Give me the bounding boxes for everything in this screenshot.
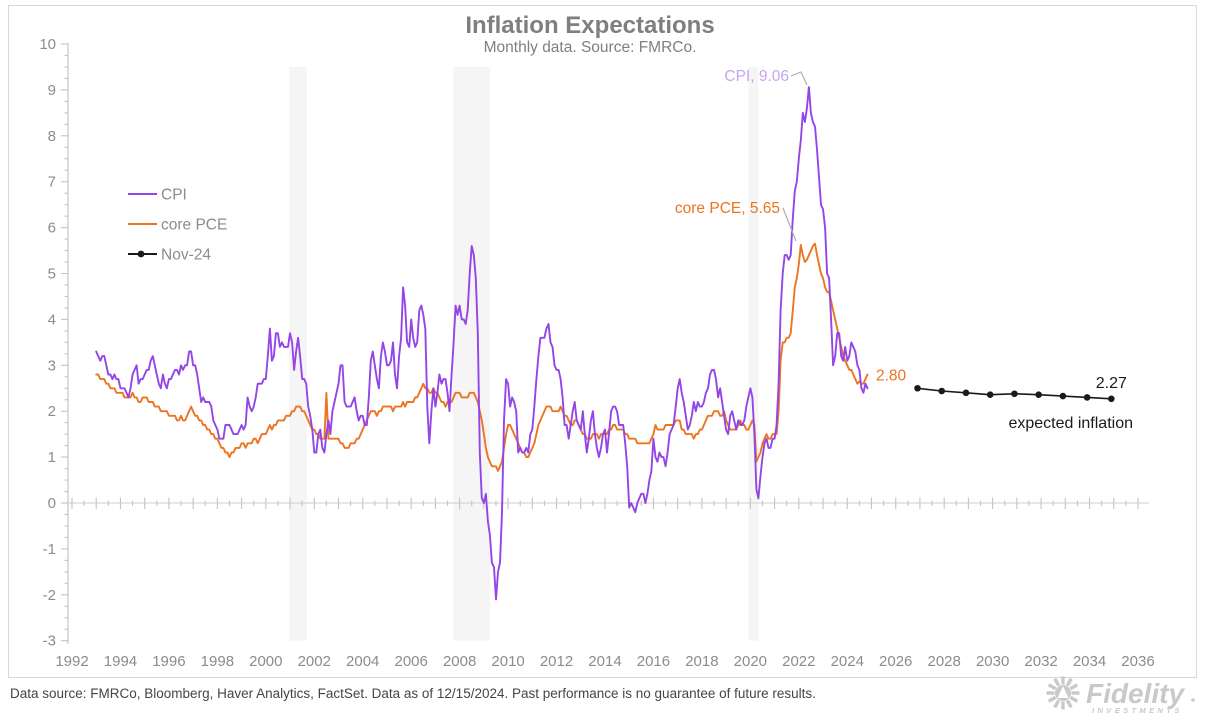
y-tick-label: 10 — [39, 36, 56, 53]
y-tick-label: 8 — [48, 128, 56, 145]
y-tick-label: 9 — [48, 82, 56, 99]
sunburst-ray — [1053, 677, 1061, 687]
x-tick-label: 2012 — [540, 653, 573, 670]
sunburst-ray — [1065, 699, 1073, 709]
nov24-point — [938, 387, 946, 395]
x-tick-label: 2006 — [394, 653, 427, 670]
y-tick-label: -3 — [43, 633, 56, 650]
nov24-point — [1108, 395, 1115, 403]
y-tick-label: 2 — [48, 403, 56, 420]
x-tick-label: 2026 — [879, 653, 912, 670]
x-tick-label: 2024 — [831, 653, 864, 670]
y-tick-label: 1 — [48, 449, 56, 466]
axes: -3 -2 -1 0 1 2 3 4 5 6 7 8 9 10 1992 1994 1996 1998 2000 20… — [39, 36, 1154, 670]
fidelity-logo-subtext: INVESTMENTS — [1092, 706, 1183, 715]
x-tick-label: 2008 — [443, 653, 476, 670]
sunburst-ray — [1065, 677, 1073, 687]
cpi-line — [95, 86, 869, 601]
sunburst-ray — [1047, 683, 1057, 691]
x-tick-label: 2032 — [1024, 653, 1057, 670]
expected-inflation-label: expected inflation — [1008, 415, 1133, 432]
recession-band — [289, 66, 308, 641]
chart-frame-border — [8, 5, 1197, 678]
nov24-point — [914, 384, 921, 392]
x-tick-label: 1998 — [201, 653, 234, 670]
fidelity-logo: Fidelity INVESTMENTS — [1046, 676, 1195, 715]
x-tick-label: 2014 — [588, 653, 621, 670]
x-tick-label: 2022 — [782, 653, 815, 670]
nov24-point — [1083, 394, 1091, 401]
chart-subtitle: Monthly data. Source: FMRCo. — [484, 39, 697, 56]
nov24-point — [1059, 392, 1067, 400]
footnote-text: Data source: FMRCo, Bloomberg, Haver Ana… — [10, 686, 816, 701]
sunburst-ray — [1053, 699, 1061, 709]
x-tick-label: 2004 — [346, 653, 379, 670]
x-tick-label: 2000 — [249, 653, 282, 670]
sunburst-ray — [1069, 683, 1079, 691]
legend-label: Nov-24 — [161, 247, 211, 264]
recession-bands — [289, 66, 759, 641]
y-tick-label: 6 — [48, 220, 56, 237]
registered-mark-dot — [1191, 698, 1195, 702]
fidelity-sunburst-icon — [1046, 676, 1080, 710]
x-tick-label: 2028 — [927, 653, 960, 670]
legend-swatch-dot — [137, 250, 145, 258]
legend-label: CPI — [161, 187, 187, 204]
pce-peak-leader-line — [782, 207, 797, 242]
annotations: CPI, 9.06 core PCE, 5.65 2.80 2.27 expected … — [675, 68, 1133, 432]
recession-band — [748, 66, 759, 641]
x-tick-label: 2036 — [1121, 653, 1154, 670]
legend: CPI core PCE Nov-24 — [128, 187, 227, 264]
x-tick-label: 2002 — [298, 653, 331, 670]
pyramid-glyph — [1057, 686, 1069, 698]
y-tick-label: 5 — [48, 266, 56, 283]
sunburst-ray — [1069, 695, 1079, 703]
nov24-point — [1011, 390, 1018, 398]
y-tick-label: -2 — [43, 587, 56, 604]
x-tick-label: 2030 — [976, 653, 1009, 670]
x-tick-label: 2034 — [1073, 653, 1106, 670]
fidelity-logo-wordmark: Fidelity — [1086, 678, 1185, 709]
legend-label: core PCE — [161, 217, 227, 234]
x-tick-label: 1996 — [152, 653, 185, 670]
y-tick-label: 7 — [48, 174, 56, 191]
nov24-point — [1035, 391, 1042, 398]
data-series — [95, 86, 1115, 601]
expected-last-value-label: 2.27 — [1096, 375, 1127, 392]
x-tick-label: 1992 — [55, 653, 88, 670]
x-tick-label: 2010 — [491, 653, 524, 670]
y-tick-label: 4 — [48, 311, 56, 328]
nov24-point — [962, 389, 970, 397]
y-tick-label: -1 — [43, 541, 56, 558]
nov24-point — [986, 391, 994, 398]
y-tick-label: 0 — [48, 495, 56, 512]
x-tick-label: 2018 — [685, 653, 718, 670]
x-tick-label: 2020 — [734, 653, 767, 670]
x-tick-label: 1994 — [104, 653, 137, 670]
cpi-peak-label: CPI, 9.06 — [724, 68, 789, 85]
pce-peak-label: core PCE, 5.65 — [675, 200, 780, 217]
chart-title: Inflation Expectations — [465, 12, 714, 39]
recession-band — [453, 66, 491, 641]
sunburst-ray — [1047, 695, 1057, 703]
cpi-peak-leader-line — [790, 71, 808, 86]
x-tick-label: 2016 — [637, 653, 670, 670]
y-tick-label: 3 — [48, 357, 56, 374]
pce-last-value-label: 2.80 — [876, 367, 907, 384]
